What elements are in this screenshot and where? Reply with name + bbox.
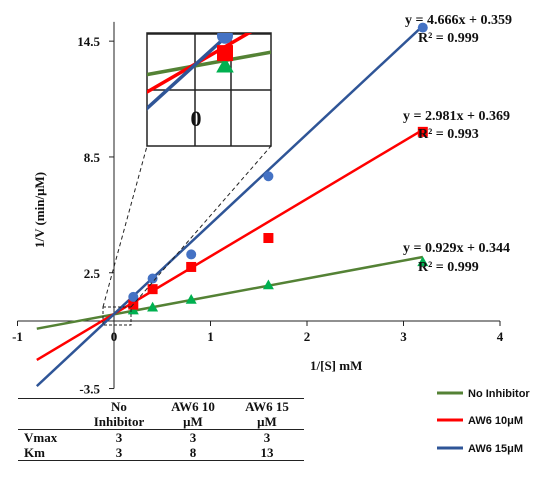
data-point bbox=[147, 301, 159, 312]
axes bbox=[17, 21, 501, 390]
table-row-label: Vmax bbox=[24, 430, 58, 445]
trendlines bbox=[35, 24, 424, 388]
inset-zero-label: 0 bbox=[191, 106, 202, 131]
trendline-0 bbox=[36, 255, 424, 330]
r2-label-15um: R² = 0.999 bbox=[418, 31, 479, 46]
data-point bbox=[262, 279, 274, 290]
data-point bbox=[147, 273, 158, 284]
y-tick-label: 8.5 bbox=[84, 150, 101, 165]
inset-trendline-1 bbox=[147, 33, 253, 95]
table-cell: 3 bbox=[82, 445, 156, 461]
legend-label-15um: AW6 15μM bbox=[468, 443, 523, 455]
table-header-10um: AW6 10 μM bbox=[156, 398, 230, 430]
legend: No Inhibitor AW6 10μM AW6 15μM bbox=[437, 388, 530, 455]
y-tick-label: 2.5 bbox=[84, 266, 101, 281]
y-axis-label: 1/V (min/μM) bbox=[32, 172, 47, 248]
data-point bbox=[147, 284, 158, 295]
table-cell: 8 bbox=[156, 445, 230, 461]
table-cell: 3 bbox=[189, 430, 197, 445]
tick-labels: -1 0 1 2 3 4 -3.5 2.5 8.5 14.5 bbox=[12, 34, 504, 396]
inset-trendline-0 bbox=[147, 50, 271, 77]
equation-label-no-inhibitor: y = 0.929x + 0.344 bbox=[403, 241, 510, 256]
table-cell: 3 bbox=[115, 430, 123, 445]
table-row: Km 3 8 13 bbox=[18, 445, 304, 461]
data-point bbox=[417, 126, 428, 137]
inset-content bbox=[147, 33, 271, 146]
data-point bbox=[185, 294, 197, 304]
data-point bbox=[263, 233, 274, 244]
equation-label-15um: y = 4.666x + 0.359 bbox=[405, 13, 512, 28]
y-tick-label: 14.5 bbox=[77, 34, 100, 49]
data-point bbox=[417, 256, 429, 267]
r2-label-10um: R² = 0.993 bbox=[418, 127, 479, 142]
r2-label-no-inhibitor: R² = 0.999 bbox=[418, 260, 479, 275]
zoom-guides bbox=[102, 145, 272, 326]
table-header-no-inhibitor-text: No Inhibitor bbox=[93, 399, 145, 429]
trendline-2 bbox=[35, 24, 424, 388]
equation-label-10um: y = 2.981x + 0.369 bbox=[403, 109, 510, 124]
y-tick-label: -3.5 bbox=[79, 382, 100, 397]
x-tick-label: 0 bbox=[111, 329, 118, 344]
zoom-connector bbox=[102, 145, 148, 308]
table-header-15um-text: AW6 15 μM bbox=[245, 399, 289, 429]
x-tick-label: -1 bbox=[12, 329, 23, 344]
table-header-10um-text: AW6 10 μM bbox=[171, 399, 215, 429]
zoom-inset: 0 bbox=[146, 32, 272, 147]
x-tick-label: 1 bbox=[207, 329, 214, 344]
table-cell: 13 bbox=[230, 445, 304, 461]
zoom-connector bbox=[130, 145, 272, 308]
data-point bbox=[217, 33, 233, 44]
table-row-label: Km bbox=[18, 445, 82, 461]
legend-label-no-inhibitor: No Inhibitor bbox=[468, 388, 530, 400]
data-point bbox=[216, 56, 234, 73]
x-axis-label: 1/[S] mM bbox=[310, 358, 362, 373]
zoom-box bbox=[102, 306, 132, 326]
data-point bbox=[128, 291, 139, 302]
x-tick-label: 4 bbox=[497, 329, 504, 344]
trendline-1 bbox=[36, 128, 424, 361]
table-header-15um: AW6 15 μM bbox=[230, 398, 304, 430]
legend-label-10um: AW6 10μM bbox=[468, 415, 523, 427]
table-cell: 3 bbox=[263, 430, 271, 445]
x-tick-label: 2 bbox=[304, 329, 311, 344]
kinetics-table: No Inhibitor AW6 10 μM AW6 15 μM Vmax 3 … bbox=[18, 398, 304, 461]
data-point bbox=[217, 45, 233, 62]
data-point bbox=[186, 249, 197, 260]
table-header-no-inhibitor: No Inhibitor bbox=[82, 398, 156, 430]
table-header-blank bbox=[18, 398, 82, 430]
inset-trendline-2 bbox=[147, 33, 233, 111]
data-point bbox=[186, 261, 197, 272]
x-tick-label: 3 bbox=[400, 329, 407, 344]
data-point bbox=[417, 22, 428, 33]
data-point bbox=[263, 171, 274, 182]
table-row: Vmax 3 3 3 bbox=[18, 430, 304, 446]
